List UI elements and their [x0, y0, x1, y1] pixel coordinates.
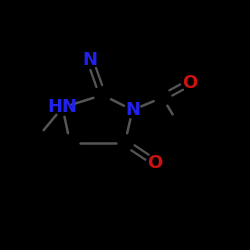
Text: O: O	[148, 154, 162, 172]
Text: N: N	[82, 51, 98, 69]
Text: HN: HN	[48, 98, 78, 116]
Text: O: O	[182, 74, 198, 92]
Text: N: N	[125, 101, 140, 119]
